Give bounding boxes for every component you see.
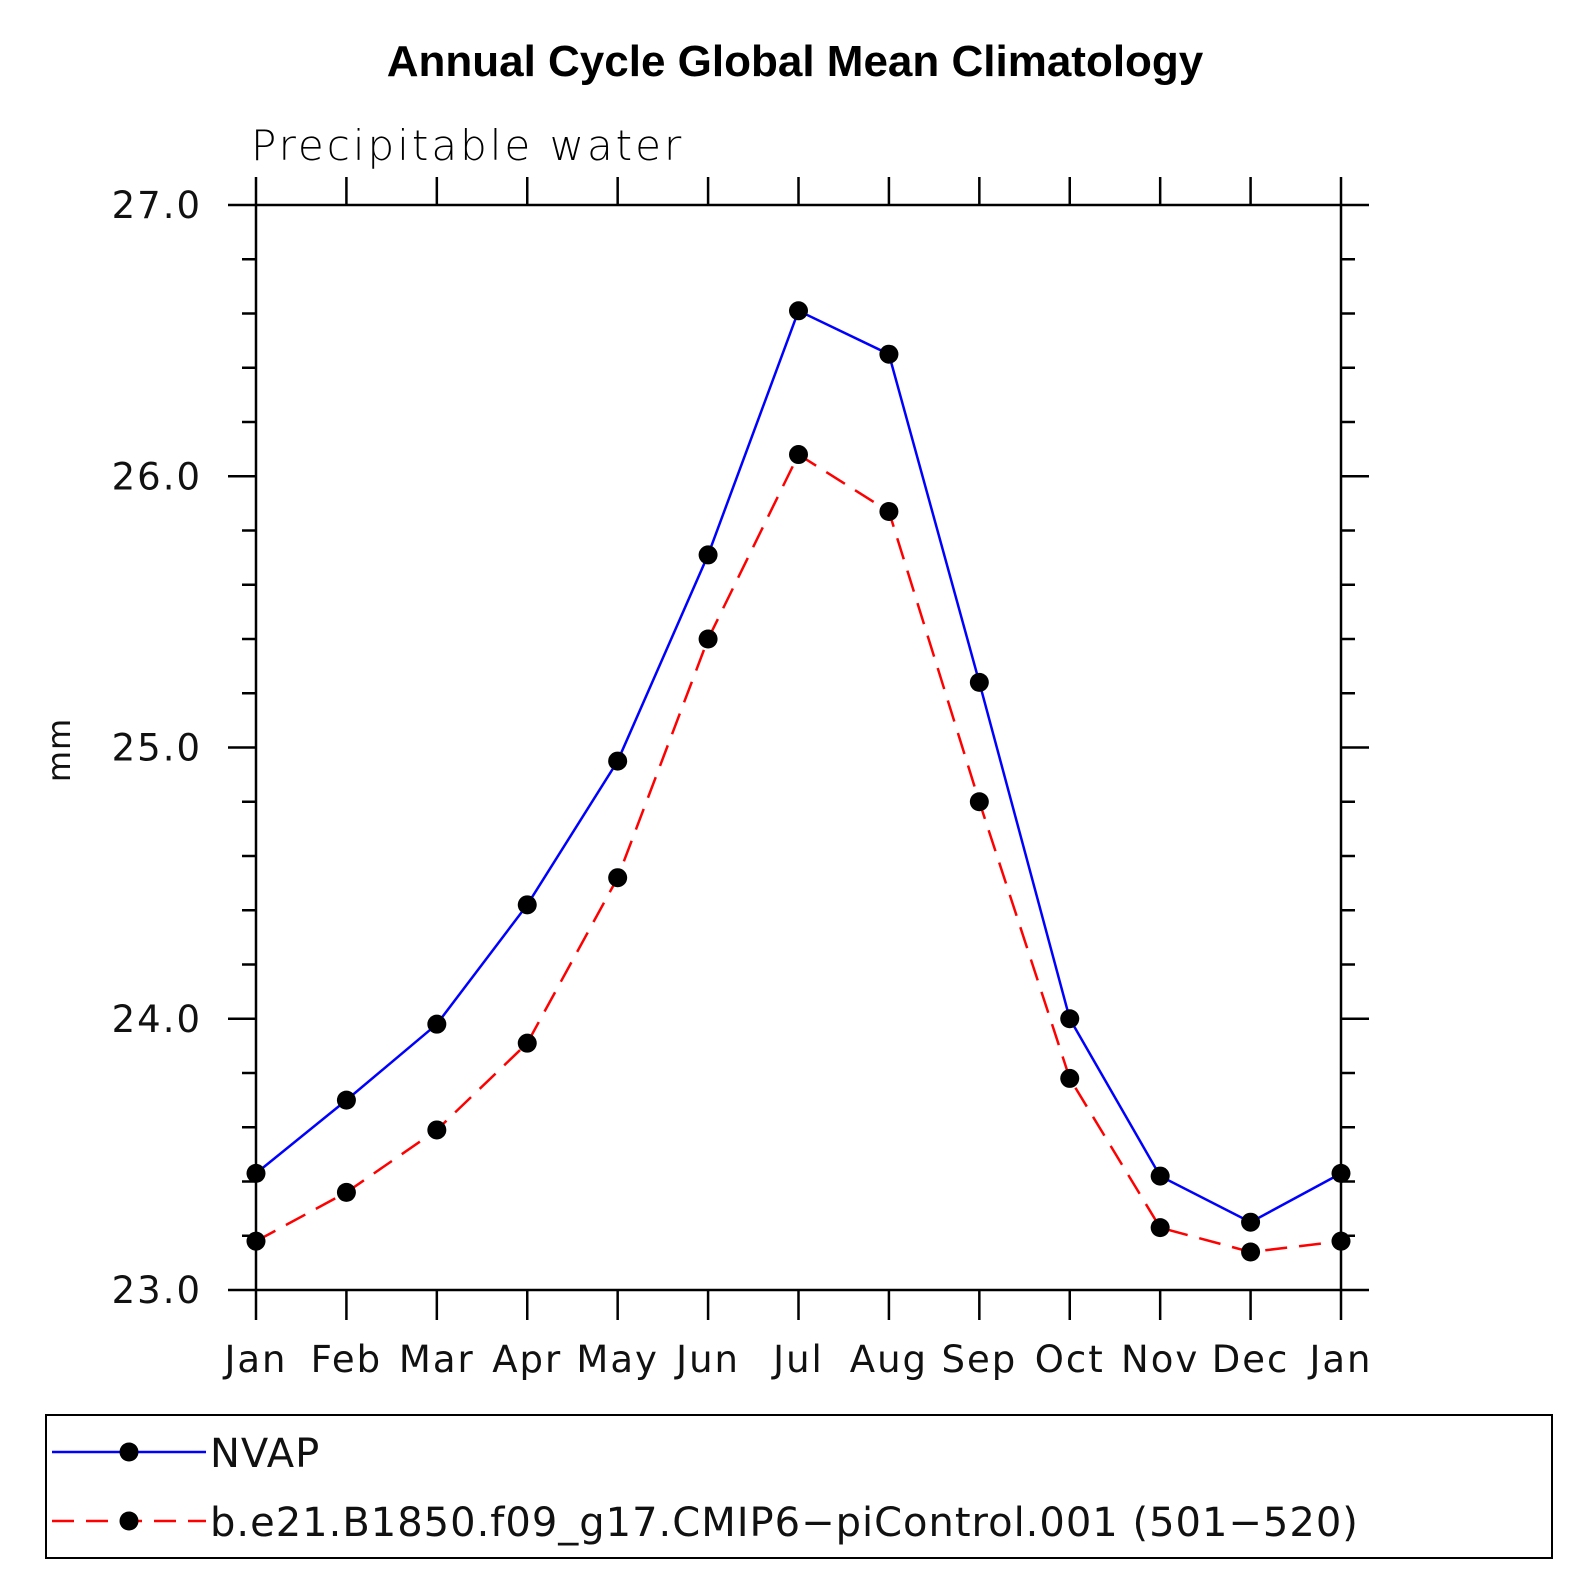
legend-box xyxy=(45,1414,1553,1559)
data-point xyxy=(517,1033,537,1053)
data-point xyxy=(1150,1218,1170,1238)
y-axis-label: mm xyxy=(40,718,78,782)
plot-frame xyxy=(254,203,1343,1292)
x-tick-label: Nov xyxy=(1121,1338,1199,1381)
data-point xyxy=(1331,1163,1351,1183)
data-point xyxy=(1331,1231,1351,1251)
data-point xyxy=(336,1182,356,1202)
data-point xyxy=(246,1231,266,1251)
data-point xyxy=(789,445,808,465)
data-point xyxy=(1060,1068,1080,1088)
x-tick-label: May xyxy=(576,1338,659,1381)
x-tick-label: Aug xyxy=(850,1338,928,1381)
x-tick-label: Oct xyxy=(1035,1338,1105,1381)
legend-label: b.e21.B1850.f09_g17.CMIP6−piControl.001 … xyxy=(210,1500,1359,1546)
data-point xyxy=(608,751,628,771)
data-point xyxy=(1060,1009,1080,1029)
data-point xyxy=(1241,1242,1261,1262)
series-group xyxy=(246,301,1351,1232)
series-layer xyxy=(246,301,1351,1262)
data-point xyxy=(879,502,899,522)
x-tick-label: Apr xyxy=(492,1338,562,1381)
data-point xyxy=(879,344,899,364)
x-tick-label: Sep xyxy=(941,1338,1017,1381)
series-group xyxy=(246,445,1351,1262)
data-point xyxy=(608,868,628,888)
x-tick-label: Jun xyxy=(674,1338,740,1381)
data-point xyxy=(427,1014,447,1034)
y-tick-label: 27.0 xyxy=(112,184,202,227)
data-point xyxy=(969,792,989,812)
x-tick-label: Mar xyxy=(399,1338,475,1381)
legend-marker xyxy=(119,1511,139,1531)
data-point xyxy=(698,545,718,565)
x-tick-label: Jan xyxy=(1307,1338,1372,1381)
data-point xyxy=(427,1120,447,1140)
legend-label: NVAP xyxy=(210,1431,320,1477)
data-point xyxy=(789,301,808,321)
data-point xyxy=(246,1163,266,1183)
data-point xyxy=(517,895,537,915)
y-tick-label: 23.0 xyxy=(112,1269,202,1312)
data-point xyxy=(336,1090,356,1110)
x-tick-label: Jan xyxy=(222,1338,287,1381)
legend: NVAP b.e21.B1850.f09_g17.CMIP6−piControl.… xyxy=(45,1414,1553,1559)
chart-subtitle: Precipitable water xyxy=(251,121,684,170)
chart-title: Annual Cycle Global Mean Climatology xyxy=(387,37,1204,86)
y-tick-label: 25.0 xyxy=(112,727,202,770)
x-tick-label: Jul xyxy=(771,1338,824,1381)
data-point xyxy=(1150,1166,1170,1186)
x-tick-label: Dec xyxy=(1212,1338,1290,1381)
x-tick-label: Feb xyxy=(311,1338,383,1381)
axes-layer: 23.0 24.0 25.0 26.0 27.0 Jan Feb Mar Apr May Jun Ju… xyxy=(112,177,1372,1381)
y-tick-label: 26.0 xyxy=(112,455,202,498)
data-point xyxy=(698,629,718,649)
series-line xyxy=(255,452,1342,1254)
data-point xyxy=(1241,1212,1261,1232)
legend-marker xyxy=(119,1442,139,1462)
data-point xyxy=(969,672,989,692)
y-tick-label: 24.0 xyxy=(112,998,202,1041)
